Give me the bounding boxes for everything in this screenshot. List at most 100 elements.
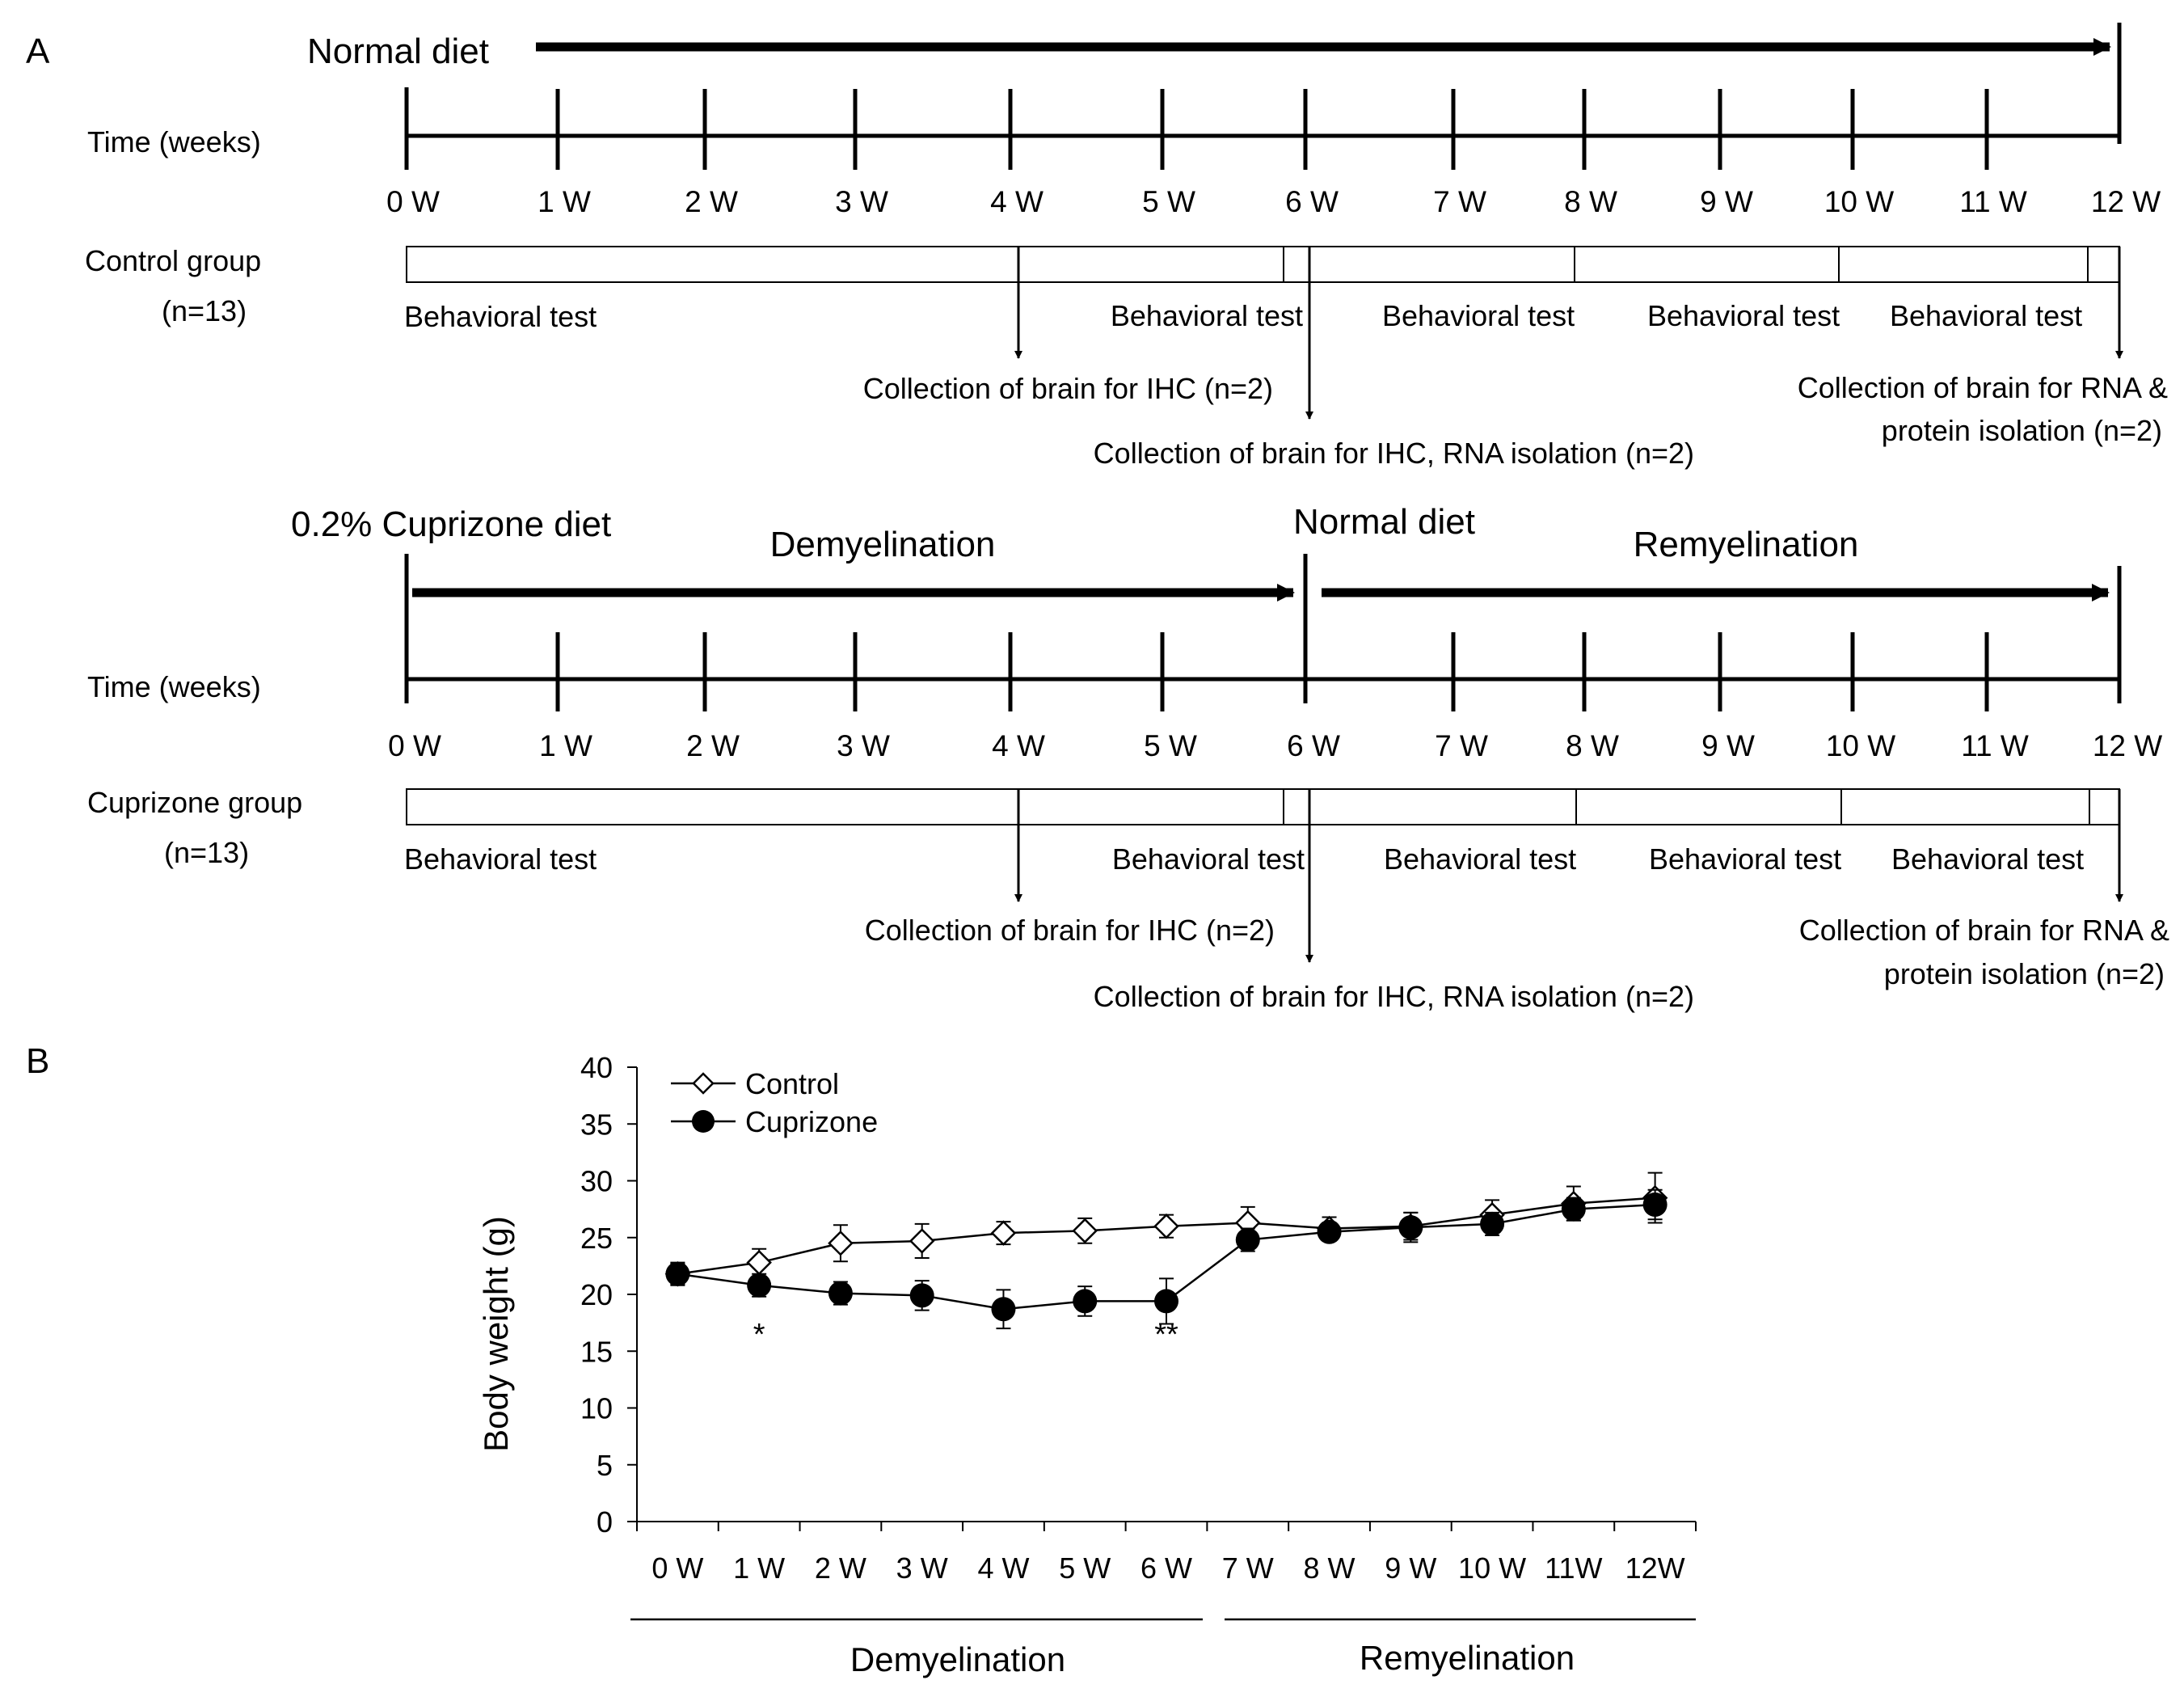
significance-mark: ** — [1154, 1318, 1178, 1352]
data-point-control — [909, 1228, 935, 1254]
week-label: 11 W — [1959, 185, 2027, 218]
cuprizone-week-ticks — [555, 632, 1989, 711]
x-tick-label: 8 W — [1304, 1551, 1356, 1585]
significance-mark: * — [753, 1318, 765, 1352]
ihc-collection-label: Collection of brain for IHC (n=2) — [865, 914, 1275, 947]
x-tick-label: 5 W — [1059, 1551, 1111, 1585]
week-label: 4 W — [990, 185, 1044, 218]
control-timeline: Normal diet Time (weeks) 0 W 1 W 2 W 3 W 4 W… — [85, 23, 2168, 470]
week-label: 2 W — [686, 729, 740, 762]
cuprizone-week-labels: 0 W 1 W 2 W 3 W 4 W 5 W 6 W 7 W 8 W 9 W 10 W 11 W 12… — [388, 729, 2162, 762]
data-point-cuprizone — [665, 1261, 690, 1286]
behavioral-test-label: Behavioral test — [1112, 842, 1305, 876]
ihc-collection-label: Collection of brain for IHC (n=2) — [863, 372, 1273, 405]
data-point-cuprizone — [1317, 1219, 1342, 1244]
remyelination-phase-label: Remyelination — [1360, 1639, 1575, 1677]
data-point-cuprizone — [909, 1283, 934, 1308]
y-tick-label: 35 — [580, 1108, 613, 1141]
x-ticks: 0 W 1 W 2 W 3 W 4 W 5 W 6 W 7 W 8 W 9 W 10 W 11W 12W — [636, 1522, 1697, 1585]
legend-label-control: Control — [745, 1067, 839, 1100]
control-group-label: Control group — [85, 244, 261, 277]
time-axis-label: Time (weeks) — [87, 670, 261, 703]
week-label: 1 W — [538, 185, 591, 218]
open-diamond-icon — [692, 1072, 715, 1095]
x-tick-label: 7 W — [1222, 1551, 1274, 1585]
series-control — [664, 1171, 1668, 1287]
control-group-bar — [406, 246, 2120, 283]
week-label: 10 W — [1824, 185, 1894, 218]
ihc-rna-collection-label: Collection of brain for IHC, RNA isolati… — [1094, 437, 1694, 470]
data-point-cuprizone — [1235, 1227, 1260, 1252]
ihc-rna-collection-label: Collection of brain for IHC, RNA isolati… — [1094, 980, 1694, 1013]
week-label: 3 W — [837, 729, 890, 762]
behavioral-test-label: Behavioral test — [1891, 842, 2084, 876]
body-weight-chart: Body weight (g) 0 5 10 15 20 25 30 35 40 0 W 1 W 2… — [477, 1051, 1697, 1678]
series-cuprizone — [665, 1188, 1668, 1330]
week-label: 5 W — [1144, 729, 1197, 762]
y-tick-label: 5 — [597, 1449, 613, 1482]
data-point-control — [746, 1249, 772, 1276]
data-point-cuprizone — [1480, 1211, 1505, 1236]
x-tick-label: 6 W — [1140, 1551, 1192, 1585]
x-tick-label: 4 W — [977, 1551, 1029, 1585]
rna-protein-collection-label: Collection of brain for RNA & — [1799, 914, 2169, 947]
week-label: 8 W — [1564, 185, 1617, 218]
x-tick-label: 9 W — [1385, 1551, 1436, 1585]
x-tick-label: 3 W — [896, 1551, 948, 1585]
behavioral-test-label: Behavioral test — [1384, 842, 1576, 876]
panel-b-label: B — [26, 1041, 49, 1081]
week-label: 6 W — [1285, 185, 1339, 218]
x-tick-label: 0 W — [651, 1551, 703, 1585]
legend: Control Cuprizone — [671, 1067, 878, 1138]
control-week-labels: 0 W 1 W 2 W 3 W 4 W 5 W 6 W 7 W 8 W 9 W 10 W 11 W 12… — [386, 185, 2161, 218]
week-label: 0 W — [386, 185, 440, 218]
data-point-cuprizone — [1642, 1193, 1668, 1218]
y-tick-label: 0 — [597, 1505, 613, 1539]
week-label: 7 W — [1433, 185, 1486, 218]
time-axis-label: Time (weeks) — [87, 125, 261, 158]
week-label: 9 W — [1701, 729, 1755, 762]
week-label: 4 W — [992, 729, 1045, 762]
week-label: 6 W — [1287, 729, 1340, 762]
behavioral-test-label: Behavioral test — [1649, 842, 1841, 876]
rna-protein-collection-label: Collection of brain for RNA & — [1798, 371, 2168, 404]
behavioral-test-label: Behavioral test — [1647, 299, 1840, 332]
data-point-cuprizone — [1561, 1197, 1586, 1222]
x-tick-label: 12W — [1625, 1551, 1685, 1585]
y-tick-label: 30 — [580, 1165, 613, 1198]
filled-circle-icon — [692, 1110, 715, 1133]
data-point-control — [828, 1231, 854, 1256]
cuprizone-timeline: 0.2% Cuprizone diet Demyelination Normal… — [87, 502, 2169, 1013]
behavioral-test-label: Behavioral test — [1890, 299, 2082, 332]
data-point-control — [990, 1220, 1017, 1246]
y-tick-label: 40 — [580, 1051, 613, 1084]
y-tick-label: 20 — [580, 1278, 613, 1311]
x-tick-label: 1 W — [733, 1551, 785, 1585]
control-week-ticks — [404, 87, 1989, 170]
y-tick-label: 25 — [580, 1222, 613, 1255]
y-tick-label: 10 — [580, 1392, 613, 1425]
behavioral-test-label: Behavioral test — [1111, 299, 1303, 332]
week-label: 12 W — [2091, 185, 2161, 218]
data-point-cuprizone — [1073, 1289, 1098, 1314]
behavioral-test-label: Behavioral test — [404, 300, 597, 333]
data-point-cuprizone — [747, 1273, 772, 1298]
series-layer — [664, 1171, 1668, 1330]
behavioral-test-label: Behavioral test — [1382, 299, 1575, 332]
data-point-control — [1153, 1213, 1179, 1239]
y-axis-label: Body weight (g) — [477, 1216, 515, 1452]
data-point-cuprizone — [828, 1281, 853, 1306]
legend-label-cuprizone: Cuprizone — [745, 1105, 878, 1138]
week-label: 10 W — [1826, 729, 1895, 762]
week-label: 7 W — [1435, 729, 1488, 762]
x-tick-label: 2 W — [815, 1551, 866, 1585]
cuprizone-group-label: Cuprizone group — [87, 786, 302, 819]
week-label: 12 W — [2093, 729, 2162, 762]
panel-a-label: A — [26, 32, 50, 71]
cuprizone-n-label: (n=13) — [164, 836, 249, 869]
y-ticks: 0 5 10 15 20 25 30 35 40 — [580, 1051, 637, 1539]
data-point-cuprizone — [991, 1297, 1016, 1322]
rna-protein-collection-label: protein isolation (n=2) — [1884, 957, 2165, 990]
demyelination-phase-label: Demyelination — [850, 1640, 1065, 1678]
